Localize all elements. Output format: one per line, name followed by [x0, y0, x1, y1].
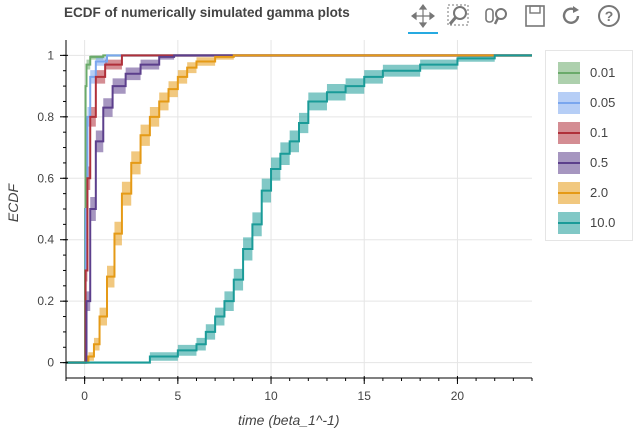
- x-tick-label: 15: [358, 389, 372, 403]
- legend-label: 0.01: [590, 65, 616, 80]
- band-2.0: [66, 55, 532, 363]
- series-line-0.5: [66, 54, 532, 364]
- legend-label: 10.0: [590, 215, 616, 230]
- reset-icon[interactable]: [556, 2, 586, 30]
- box-zoom-icon[interactable]: [444, 2, 474, 30]
- save-icon[interactable]: [520, 2, 550, 30]
- legend-label: 0.5: [590, 155, 609, 170]
- legend-line: [558, 132, 580, 134]
- svg-text:?: ?: [605, 8, 614, 24]
- x-tick-label: 0: [81, 389, 88, 403]
- y-tick-label: 0.6: [37, 171, 54, 185]
- legend-line: [558, 192, 580, 194]
- y-tick-label: 1: [47, 48, 54, 62]
- legend-item[interactable]: 0.5: [555, 152, 633, 174]
- y-tick-label: 0.8: [37, 110, 54, 124]
- grid: [66, 40, 532, 378]
- y-tick-label: 0.2: [37, 294, 54, 308]
- help-icon[interactable]: ?: [594, 2, 624, 30]
- legend-item[interactable]: 0.05: [555, 92, 633, 114]
- series-line-0.1: [66, 54, 532, 364]
- band-0.01: [66, 55, 532, 363]
- pan-icon[interactable]: [408, 2, 438, 34]
- series-line-0.05: [66, 54, 532, 364]
- legend-item[interactable]: 0.1: [555, 122, 633, 144]
- legend-line: [558, 222, 580, 224]
- legend-label: 0.05: [590, 95, 616, 110]
- legend-item[interactable]: 10.0: [555, 212, 633, 234]
- legend-item[interactable]: 2.0: [555, 182, 633, 204]
- legend-line: [558, 162, 580, 164]
- legend-label: 0.1: [590, 125, 609, 140]
- band-10.0: [66, 55, 532, 363]
- y-tick-label: 0.4: [37, 233, 54, 247]
- band-0.5: [66, 55, 532, 363]
- toolbar: ?: [404, 0, 634, 34]
- x-tick-label: 20: [451, 389, 465, 403]
- band-0.1: [66, 55, 532, 363]
- band-0.05: [66, 55, 532, 363]
- legend-item[interactable]: 0.01: [555, 62, 633, 84]
- series-line-10.0: [66, 54, 532, 364]
- series-lines: [66, 54, 532, 364]
- series-line-0.01: [66, 54, 532, 364]
- x-axis-label: time (beta_1^-1): [238, 412, 340, 428]
- legend-label: 2.0: [590, 185, 609, 200]
- confidence-bands: [66, 55, 532, 363]
- series-line-2.0: [66, 54, 532, 364]
- y-tick-label: 0: [47, 356, 54, 370]
- chart-title: ECDF of numerically simulated gamma plot…: [64, 5, 350, 20]
- legend: 0.01 0.05 0.1 0.5 2.0 10.0: [545, 50, 633, 241]
- x-tick-label: 10: [264, 389, 278, 403]
- wheel-zoom-icon[interactable]: [482, 2, 512, 30]
- x-tick-label: 5: [174, 389, 181, 403]
- y-axis-label: ECDF: [5, 183, 22, 223]
- legend-line: [558, 102, 580, 104]
- legend-line: [558, 72, 580, 74]
- axes: 0 5 10 15 20 0 0.2 0.4 0.6 0.8 1: [37, 40, 533, 403]
